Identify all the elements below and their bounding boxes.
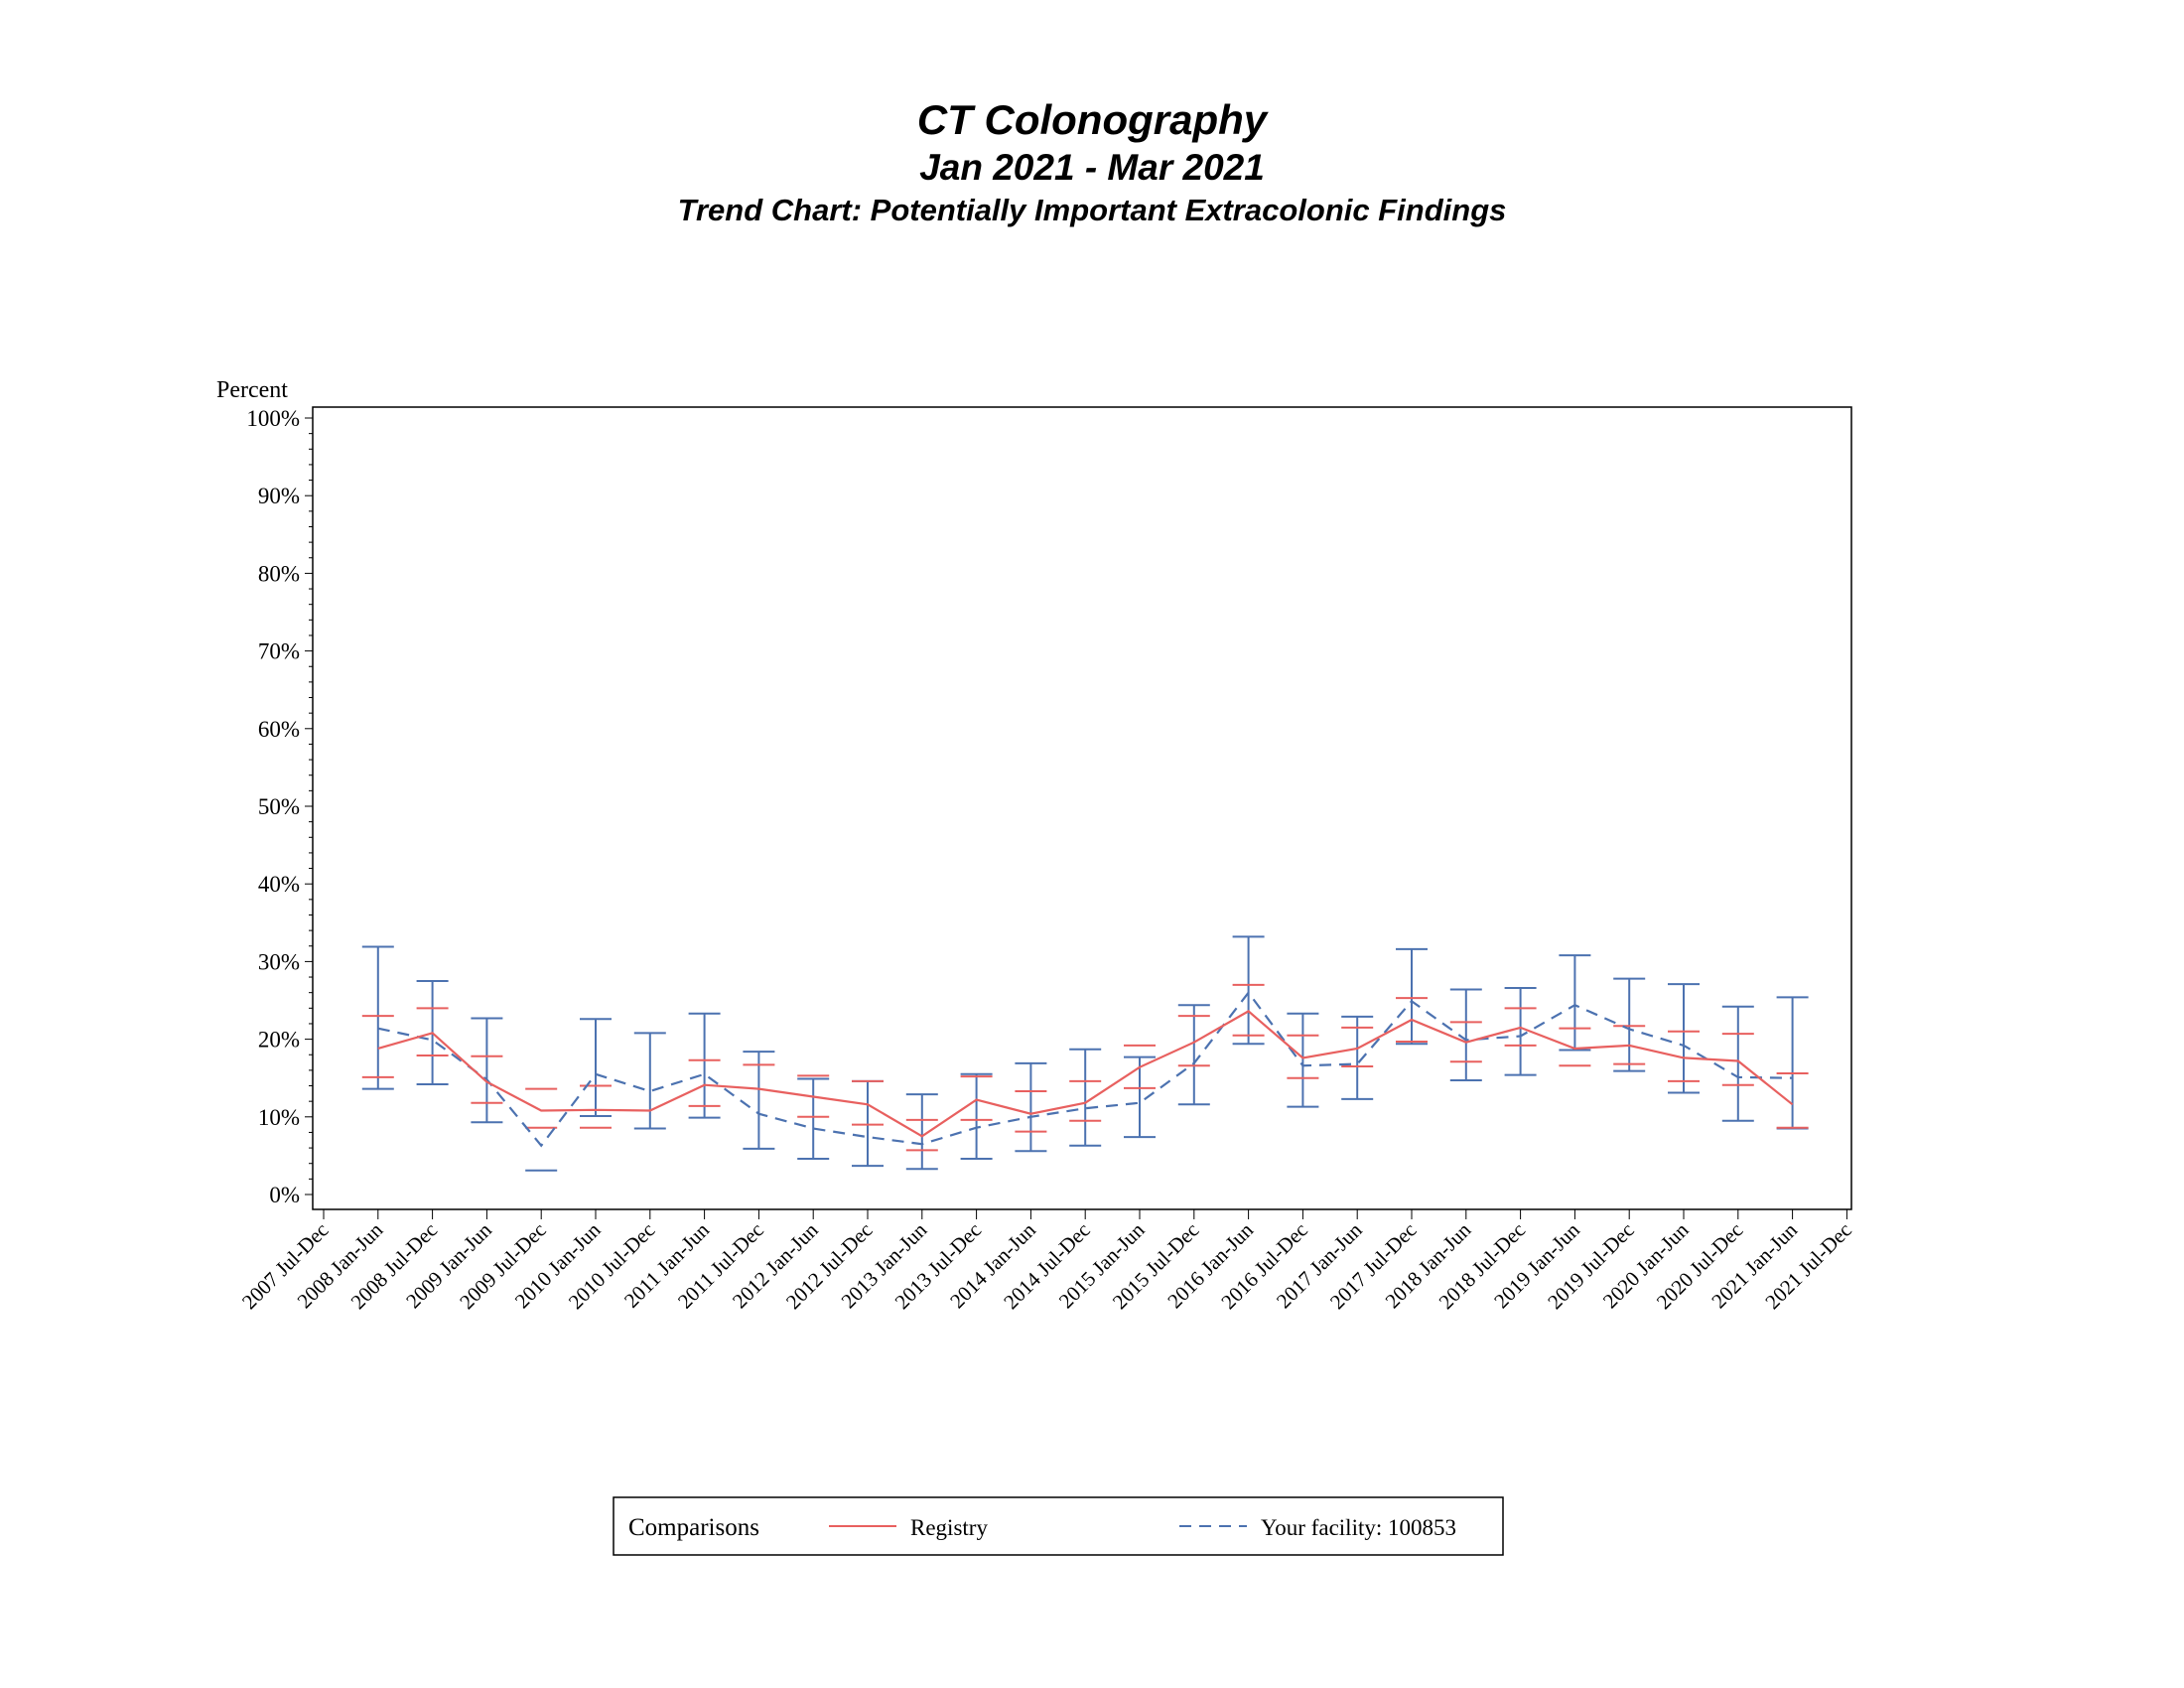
- series-line-facility: [377, 990, 1793, 1148]
- y-axis: 0% 10% 20% 30% 40% 50% 60% 70% 80% 90% 100%: [246, 406, 313, 1207]
- y-tick-label: 60%: [258, 717, 300, 742]
- error-bars-facility: [361, 935, 1809, 1172]
- error-bars-registry: [361, 983, 1809, 1152]
- plot-frame: [312, 406, 1852, 1210]
- y-tick-label: 90%: [258, 484, 300, 508]
- y-tick-label: 40%: [258, 872, 300, 897]
- series-registry: [361, 983, 1809, 1152]
- y-axis-label: Percent: [216, 377, 288, 403]
- y-tick-label: 100%: [246, 406, 300, 431]
- series-layer: [361, 935, 1809, 1172]
- y-tick-label: 70%: [258, 639, 300, 664]
- chart-subtitle: Jan 2021 - Mar 2021: [919, 147, 1265, 188]
- legend-label-registry: Registry: [910, 1515, 988, 1540]
- y-tick-label: 50%: [258, 794, 300, 819]
- y-tick-label: 10%: [258, 1105, 300, 1130]
- series-facility: [361, 935, 1809, 1172]
- legend-title: Comparisons: [628, 1514, 759, 1541]
- y-tick-label: 0%: [269, 1183, 300, 1207]
- series-line-registry: [377, 1010, 1794, 1138]
- chart-subtitle-2: Trend Chart: Potentially Important Extra…: [677, 193, 1507, 227]
- legend-frame: [613, 1496, 1504, 1556]
- y-tick-label: 80%: [258, 561, 300, 586]
- chart-title: CT Colonography: [916, 96, 1268, 143]
- legend: Comparisons Registry Your facility: 1008…: [613, 1496, 1504, 1556]
- legend-label-facility: Your facility: 100853: [1261, 1515, 1456, 1540]
- chart-titles: CT Colonography Jan 2021 - Mar 2021 Tren…: [0, 95, 2184, 230]
- y-tick-label: 30%: [258, 949, 300, 974]
- y-tick-label: 20%: [258, 1028, 300, 1053]
